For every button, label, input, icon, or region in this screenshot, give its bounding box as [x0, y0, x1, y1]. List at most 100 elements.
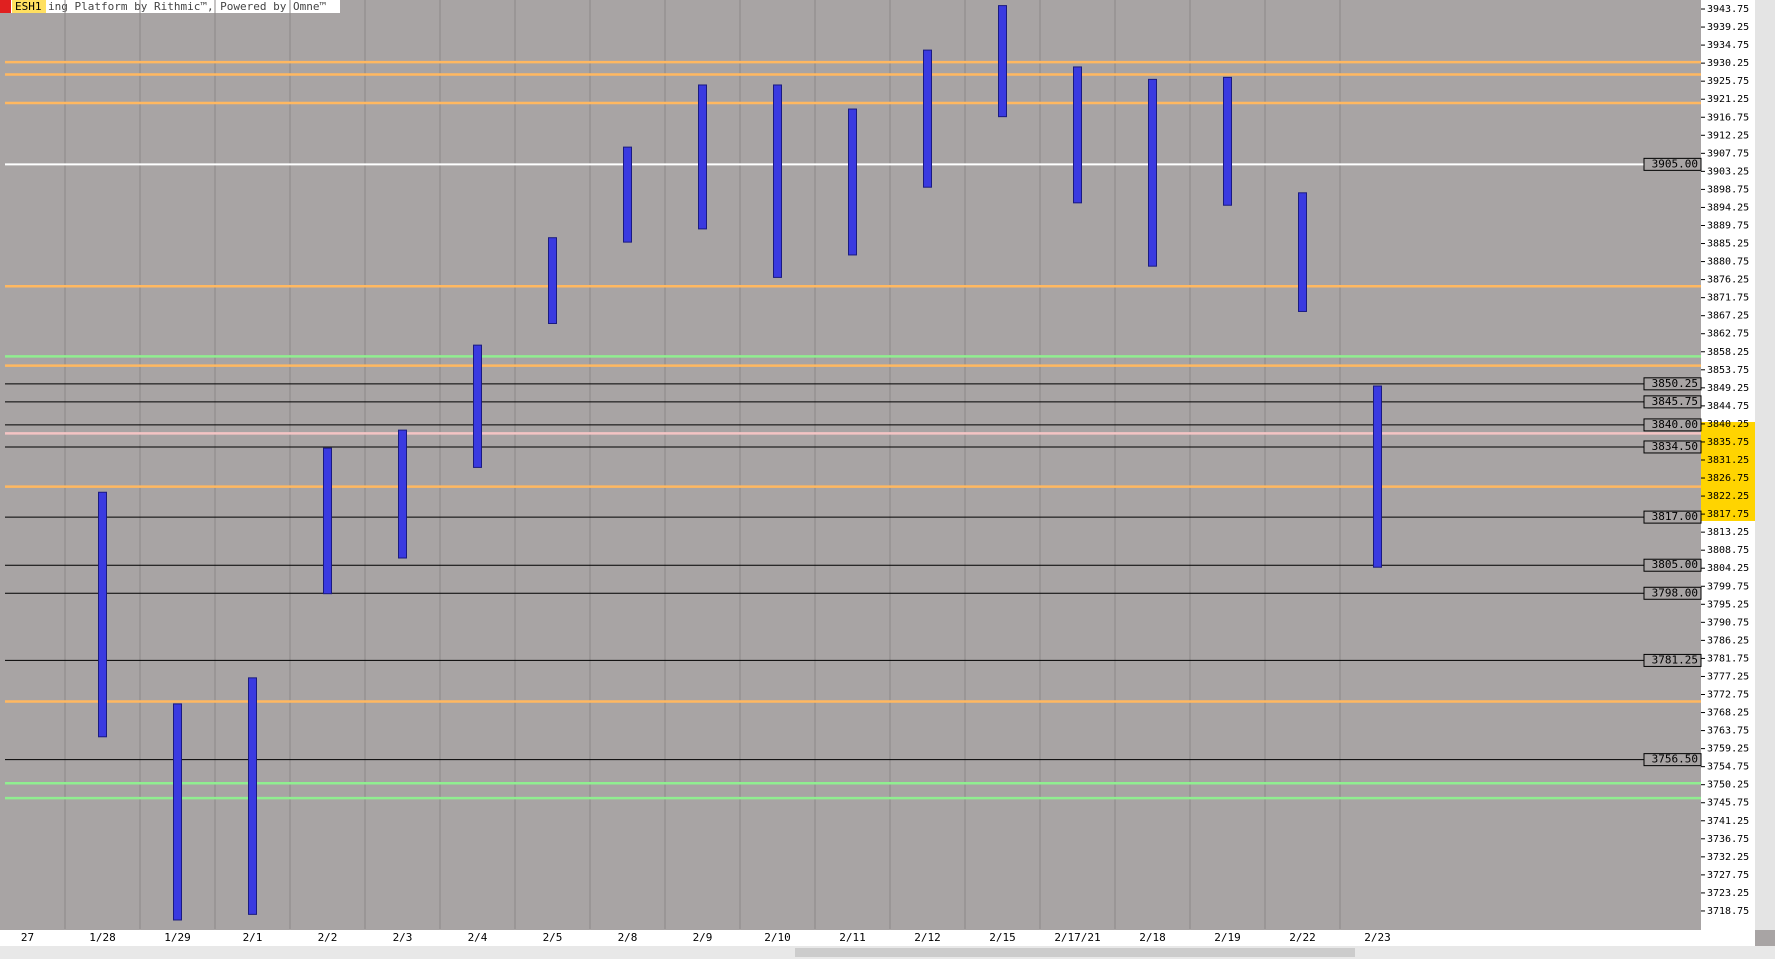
y-tick-label: 3885.25 — [1707, 239, 1749, 250]
y-tick-label: 3889.75 — [1707, 220, 1749, 231]
x-tick-label: 2/1 — [243, 931, 263, 944]
x-tick-label: 2/9 — [693, 931, 713, 944]
level-label: 3840.00 — [1652, 418, 1698, 431]
symbol-box[interactable] — [12, 0, 46, 13]
header-title: ing Platform by Rithmic™, Powered by Omn… — [48, 0, 326, 13]
y-tick-label: 3813.25 — [1707, 527, 1749, 538]
range-bar — [1073, 66, 1082, 204]
y-tick-label: 3772.75 — [1707, 689, 1749, 700]
level-label: 3756.50 — [1652, 753, 1698, 766]
info-icon[interactable] — [0, 0, 11, 13]
x-tick-label: 2/8 — [618, 931, 638, 944]
level-label-box — [1643, 653, 1702, 667]
level-label-box — [1643, 157, 1702, 171]
symbol: ESH1 — [15, 0, 42, 13]
y-tick-label: 3822.25 — [1707, 491, 1749, 502]
y-tick-label: 3898.75 — [1707, 184, 1749, 195]
y-tick-label: 3786.25 — [1707, 635, 1749, 646]
range-bar — [248, 677, 257, 915]
y-tick-label: 3849.25 — [1707, 383, 1749, 394]
x-tick-label: 2/11 — [839, 931, 866, 944]
y-tick-label: 3790.75 — [1707, 617, 1749, 628]
header-bar — [0, 0, 340, 13]
range-bar — [1148, 78, 1157, 267]
y-tick-label: 3943.75 — [1707, 4, 1749, 15]
range-bar — [548, 237, 557, 324]
y-tick-label: 3799.75 — [1707, 581, 1749, 592]
y-tick-label: 3862.75 — [1707, 329, 1749, 340]
y-tick-label: 3795.25 — [1707, 599, 1749, 610]
x-tick-label: 27 — [21, 931, 34, 944]
y-tick-label: 3759.25 — [1707, 744, 1749, 755]
range-bar — [773, 84, 782, 278]
y-tick-label: 3907.75 — [1707, 148, 1749, 159]
y-tick-label: 3781.75 — [1707, 653, 1749, 664]
range-bar — [1298, 192, 1307, 312]
level-label: 3845.75 — [1652, 395, 1698, 408]
y-tick-label: 3736.75 — [1707, 834, 1749, 845]
x-tick-label: 2/17/21 — [1054, 931, 1100, 944]
x-tick-label: 2/12 — [914, 931, 941, 944]
y-tick-label: 3925.75 — [1707, 76, 1749, 87]
x-tick-label: 2/19 — [1214, 931, 1241, 944]
level-label-box — [1643, 440, 1702, 454]
y-tick-label: 3876.25 — [1707, 275, 1749, 286]
y-tick-label: 3727.75 — [1707, 870, 1749, 881]
y-tick-label: 3867.25 — [1707, 311, 1749, 322]
y-tick-label: 3858.25 — [1707, 347, 1749, 358]
y-tick-label: 3921.25 — [1707, 94, 1749, 105]
scroll-thumb[interactable] — [795, 948, 1355, 957]
range-bar — [98, 491, 107, 738]
range-bar — [473, 344, 482, 468]
y-tick-label: 3831.25 — [1707, 455, 1749, 466]
y-tick-label: 3768.25 — [1707, 708, 1749, 719]
value-area-highlight — [1701, 422, 1755, 521]
level-label: 3850.25 — [1652, 377, 1698, 390]
level-label: 3798.00 — [1652, 586, 1698, 599]
level-label: 3834.50 — [1652, 440, 1698, 453]
level-label: 3781.25 — [1652, 653, 1698, 666]
x-tick-label: 1/28 — [89, 931, 116, 944]
range-bar — [323, 447, 332, 595]
y-tick-label: 3732.25 — [1707, 852, 1749, 863]
range-bar — [848, 108, 857, 256]
y-tick-label: 3804.25 — [1707, 563, 1749, 574]
x-tick-label: 2/23 — [1364, 931, 1391, 944]
y-tick-label: 3754.75 — [1707, 762, 1749, 773]
y-tick-label: 3903.25 — [1707, 166, 1749, 177]
side-bar — [1755, 0, 1775, 930]
y-tick-label: 3853.75 — [1707, 365, 1749, 376]
level-label-box — [1643, 418, 1702, 432]
y-tick-label: 3826.75 — [1707, 473, 1749, 484]
y-tick-label: 3880.75 — [1707, 257, 1749, 268]
y-tick-label: 3718.75 — [1707, 906, 1749, 917]
y-tick-label: 3934.75 — [1707, 40, 1749, 51]
range-bar — [1223, 76, 1232, 206]
y-tick-label: 3835.75 — [1707, 437, 1749, 448]
y-tick-label: 3817.75 — [1707, 509, 1749, 520]
level-label-box — [1643, 558, 1702, 572]
range-bar — [398, 429, 407, 559]
range-bar — [1373, 385, 1382, 568]
y-tick-label: 3750.25 — [1707, 780, 1749, 791]
y-tick-label: 3741.25 — [1707, 816, 1749, 827]
y-tick-label: 3844.75 — [1707, 401, 1749, 412]
x-tick-label: 2/2 — [318, 931, 338, 944]
y-tick-label: 3939.25 — [1707, 22, 1749, 33]
level-label-box — [1643, 753, 1702, 767]
x-tick-label: 1/29 — [164, 931, 191, 944]
level-label-box — [1643, 586, 1702, 600]
range-bar — [698, 84, 707, 230]
y-tick-label: 3777.25 — [1707, 671, 1749, 682]
y-tick-label: 3723.25 — [1707, 888, 1749, 899]
y-tick-label: 3763.75 — [1707, 726, 1749, 737]
level-label: 3805.00 — [1652, 558, 1698, 571]
x-tick-label: 2/5 — [543, 931, 563, 944]
level-label-box — [1643, 377, 1702, 391]
x-tick-label: 2/10 — [764, 931, 791, 944]
level-label: 3817.00 — [1652, 510, 1698, 523]
range-bar — [173, 703, 182, 921]
date-axis — [0, 930, 1755, 946]
x-tick-label: 2/22 — [1289, 931, 1316, 944]
